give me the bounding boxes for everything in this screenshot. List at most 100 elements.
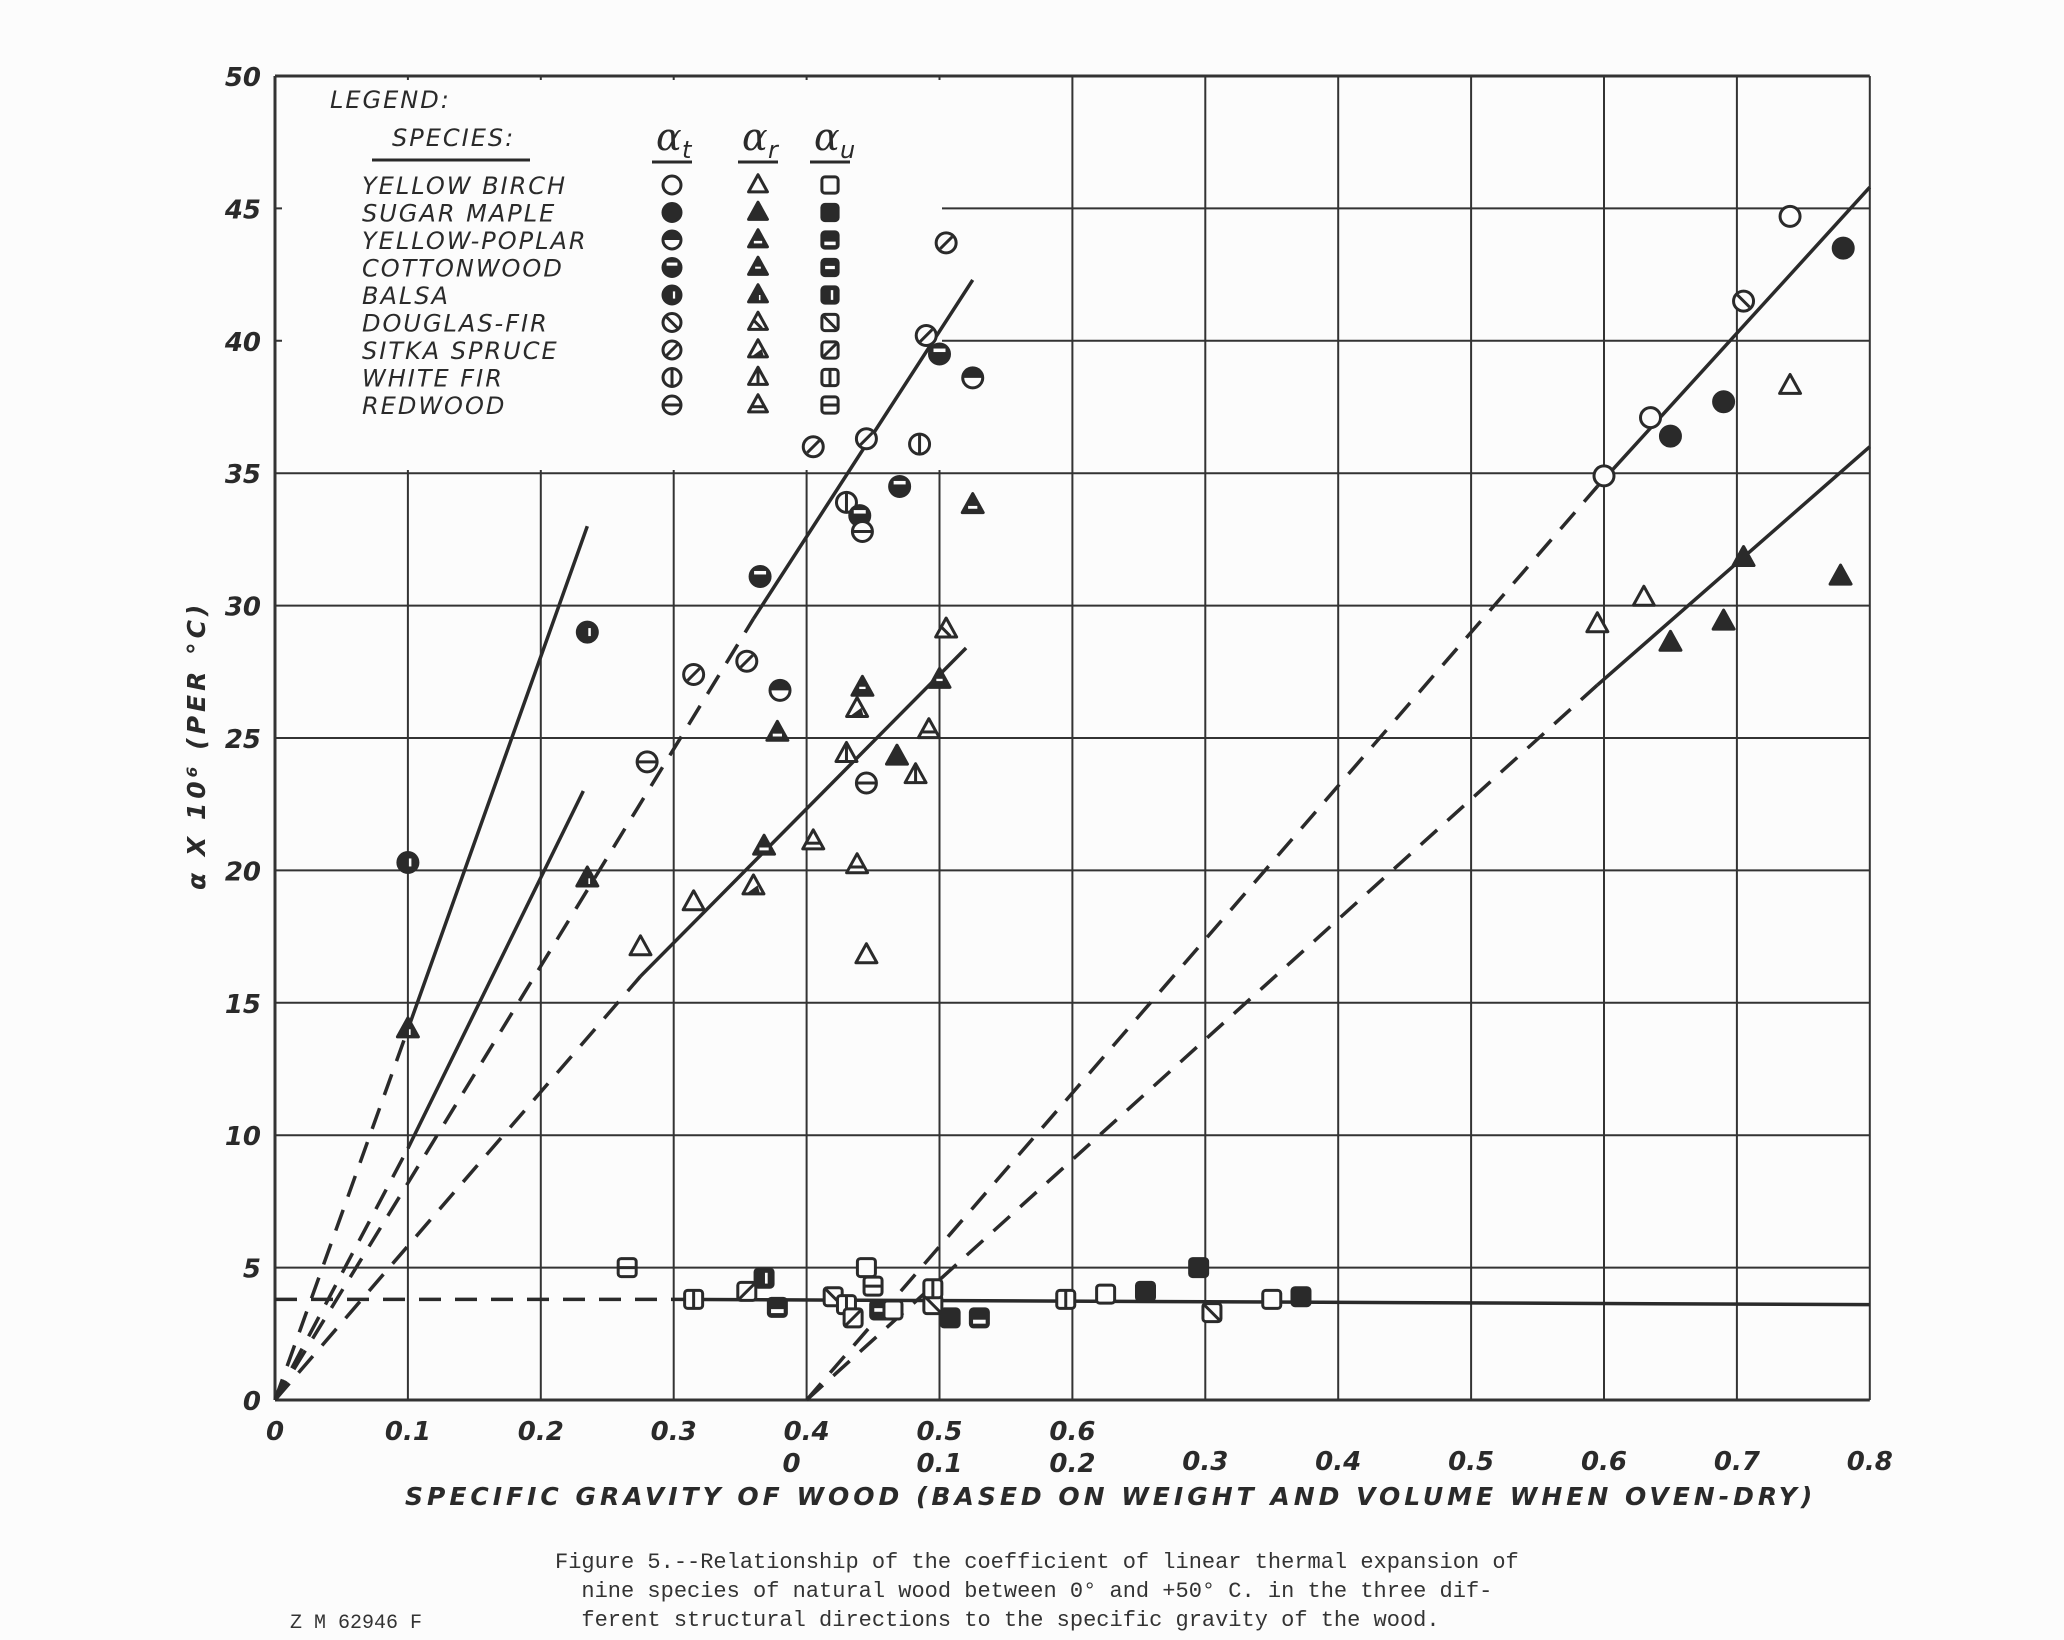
svg-text:0.1: 0.1 [385, 1417, 431, 1447]
legend-species-name: SUGAR MAPLE [362, 200, 556, 228]
svg-text:35: 35 [225, 460, 261, 490]
svg-text:0.7: 0.7 [1714, 1447, 1761, 1477]
data-point [1711, 608, 1736, 631]
svg-text:0.1: 0.1 [916, 1449, 962, 1479]
data-point [1658, 629, 1683, 652]
svg-text:0.6: 0.6 [1049, 1417, 1095, 1447]
data-point [968, 1307, 990, 1329]
svg-text:0.4: 0.4 [784, 1417, 830, 1447]
data-point [628, 934, 653, 957]
svg-text:40: 40 [224, 328, 261, 358]
data-point [1585, 611, 1610, 634]
y-axis-label: α X 10⁶ (PER °C) [182, 601, 211, 890]
data-point [1261, 1288, 1283, 1310]
svg-text:t: t [682, 136, 693, 164]
data-point [1639, 406, 1663, 430]
data-point [960, 492, 985, 515]
data-point [855, 1257, 877, 1279]
legend-species-header: SPECIES: [392, 124, 515, 152]
legend-species-name: WHITE FIR [362, 365, 504, 393]
data-point [903, 762, 928, 785]
data-point [1592, 464, 1616, 488]
data-point [961, 366, 985, 390]
svg-text:α: α [742, 115, 768, 159]
svg-text:0.2: 0.2 [518, 1417, 564, 1447]
svg-text:0.4: 0.4 [1315, 1447, 1361, 1477]
data-point [916, 717, 941, 740]
svg-text:α: α [814, 115, 840, 159]
data-point [862, 1275, 884, 1297]
data-point [854, 427, 878, 451]
svg-text:50: 50 [225, 63, 261, 93]
data-point [834, 740, 859, 763]
svg-text:u: u [840, 136, 857, 164]
legend-species-name: YELLOW-POPLAR [362, 227, 588, 255]
svg-text:0.3: 0.3 [651, 1417, 697, 1447]
data-point [845, 852, 870, 875]
data-point [1055, 1288, 1077, 1310]
data-point [753, 1267, 775, 1289]
svg-text:0.2: 0.2 [1049, 1449, 1095, 1479]
data-point [766, 1296, 788, 1318]
data-point [854, 771, 878, 795]
svg-text:0.3: 0.3 [1182, 1447, 1228, 1477]
svg-text:45: 45 [224, 195, 261, 225]
data-point [683, 1288, 705, 1310]
data-point [1658, 424, 1682, 448]
data-point [1778, 204, 1802, 228]
data-point [396, 850, 420, 874]
svg-text:25: 25 [225, 725, 261, 755]
data-point [736, 1280, 758, 1302]
data-point [888, 474, 912, 498]
y-axis-ticks: 0 5 10 15 20 25 30 35 40 45 50 [224, 63, 261, 1417]
data-point [752, 833, 777, 856]
data-point [884, 743, 909, 766]
data-point [922, 1294, 944, 1316]
caption-line-3: ferent structural directions to the spec… [555, 1608, 1440, 1633]
x-axis-label: SPECIFIC GRAVITY OF WOOD (BASED ON WEIGH… [405, 1482, 1816, 1511]
data-point [748, 564, 772, 588]
data-point [854, 942, 879, 965]
data-point [801, 828, 826, 851]
data-point [1731, 545, 1756, 568]
svg-text:α X 10⁶ (PER °C): α X 10⁶ (PER °C) [182, 601, 211, 890]
data-point [575, 865, 600, 888]
svg-text:r: r [768, 136, 780, 164]
data-point [681, 889, 706, 912]
data-point [682, 662, 706, 686]
data-point [801, 435, 825, 459]
legend-species-name: DOUGLAS-FIR [362, 310, 549, 338]
legend-species-name: YELLOW BIRCH [362, 172, 567, 200]
svg-text:0.5: 0.5 [916, 1417, 962, 1447]
svg-text:10: 10 [225, 1122, 261, 1152]
svg-text:5: 5 [243, 1255, 261, 1285]
reference-number: Z M 62946 F [290, 1612, 423, 1635]
data-point [768, 678, 792, 702]
data-point [1712, 390, 1736, 414]
data-point [1631, 584, 1656, 607]
svg-text:0: 0 [783, 1449, 801, 1479]
legend-species-name: BALSA [362, 282, 450, 310]
data-point [928, 342, 951, 366]
caption-line-2: nine species of natural wood between 0° … [555, 1579, 1493, 1604]
svg-text:15: 15 [225, 990, 261, 1020]
svg-text:0.5: 0.5 [1448, 1447, 1494, 1477]
data-point [939, 1307, 961, 1329]
data-point [1828, 563, 1853, 586]
data-point [1732, 289, 1756, 313]
caption-line-1: Figure 5.--Relationship of the coefficie… [555, 1550, 1519, 1575]
legend-species-name: SITKA SPRUCE [362, 337, 559, 365]
data-point [850, 674, 875, 697]
data-point [845, 695, 870, 718]
data-point [741, 873, 766, 896]
data-point [882, 1299, 904, 1321]
data-point [1095, 1283, 1117, 1305]
x-axis-lower-ticks: 0 0.1 0.2 0.3 0.4 0.5 0.6 0.7 0.8 [783, 1447, 1893, 1479]
legend-species-name: COTTONWOOD [362, 255, 564, 283]
data-point [1831, 236, 1855, 260]
data-point [1290, 1286, 1312, 1308]
legend-species-name: REDWOOD [362, 392, 506, 420]
svg-text:30: 30 [225, 593, 261, 623]
